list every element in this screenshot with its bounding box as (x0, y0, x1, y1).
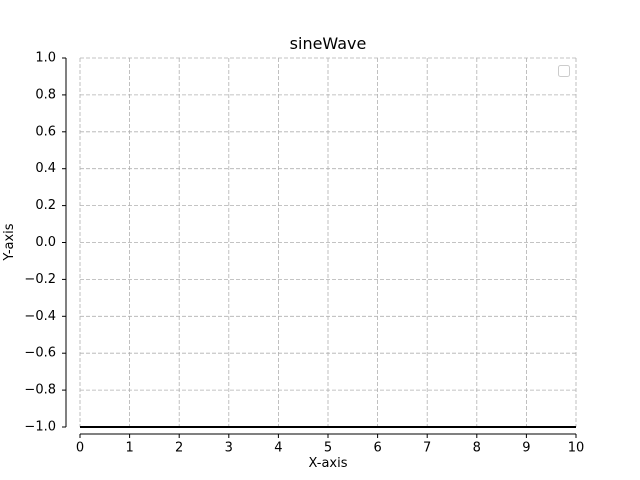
y-tick-label-2: −0.6 (24, 346, 56, 361)
x-axis-label: X-axis (309, 456, 348, 471)
x-tick-label-10: 10 (568, 441, 585, 456)
legend (558, 65, 570, 77)
y-tick-label-6: 0.2 (35, 198, 56, 213)
x-ticks: 0 1 2 3 4 5 6 7 8 9 10 (76, 434, 584, 456)
x-tick-label-9: 9 (522, 441, 530, 456)
y-ticks: −1.0 −0.8 −0.6 −0.4 −0.2 0.0 0.2 0.4 0.6 0.8 1.0 (24, 51, 66, 435)
x-tick-label-3: 3 (225, 441, 233, 456)
y-axis-label: Y-axis (2, 223, 17, 261)
y-tick-label-0: −1.0 (24, 420, 56, 435)
x-tick-label-1: 1 (125, 441, 133, 456)
y-tick-label-9: 0.8 (35, 87, 56, 102)
x-tick-label-7: 7 (423, 441, 431, 456)
y-tick-label-1: −0.8 (24, 383, 56, 398)
y-tick-label-5: 0.0 (35, 235, 56, 250)
x-tick-label-8: 8 (473, 441, 481, 456)
x-tick-label-4: 4 (274, 441, 282, 456)
y-tick-label-4: −0.2 (24, 272, 56, 287)
legend-box (558, 65, 570, 77)
chart-title: sineWave (290, 34, 367, 53)
x-tick-label-2: 2 (175, 441, 183, 456)
y-tick-label-10: 1.0 (35, 51, 56, 66)
y-tick-label-8: 0.6 (35, 124, 56, 139)
x-tick-label-0: 0 (76, 441, 84, 456)
axes (65, 58, 576, 435)
y-tick-label-3: −0.4 (24, 309, 56, 324)
x-tick-label-6: 6 (373, 441, 381, 456)
x-tick-label-5: 5 (324, 441, 332, 456)
grid (79, 57, 577, 428)
y-tick-label-7: 0.4 (35, 161, 56, 176)
